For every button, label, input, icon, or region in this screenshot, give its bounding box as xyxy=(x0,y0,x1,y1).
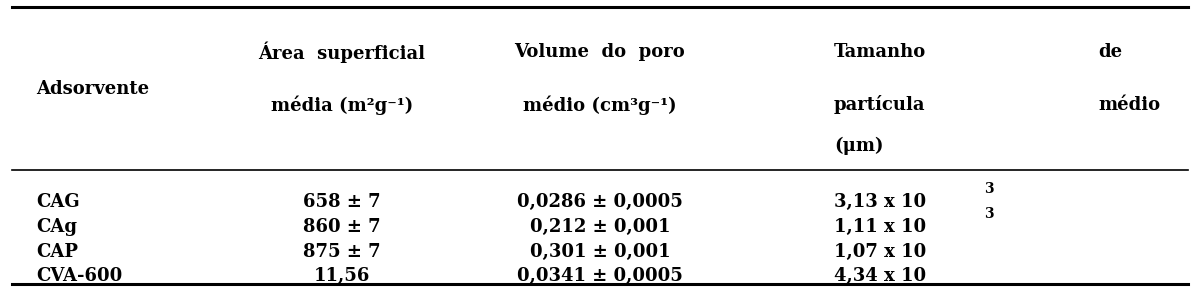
Text: Volume  do  poro: Volume do poro xyxy=(515,43,685,61)
Text: 875 ± 7: 875 ± 7 xyxy=(304,243,380,261)
Text: médio (cm³g⁻¹): médio (cm³g⁻¹) xyxy=(523,95,677,115)
Text: 0,301 ± 0,001: 0,301 ± 0,001 xyxy=(529,243,671,261)
Text: médio: médio xyxy=(1098,96,1160,114)
Text: CAP: CAP xyxy=(36,243,78,261)
Text: 4,34 x 10: 4,34 x 10 xyxy=(834,267,926,285)
Text: 3: 3 xyxy=(984,182,994,196)
Text: de: de xyxy=(1098,43,1122,61)
Text: 0,0341 ± 0,0005: 0,0341 ± 0,0005 xyxy=(517,267,683,285)
Text: 0,0286 ± 0,0005: 0,0286 ± 0,0005 xyxy=(517,193,683,211)
Text: 1,07 x 10: 1,07 x 10 xyxy=(834,243,926,261)
Text: (μm): (μm) xyxy=(834,136,883,155)
Text: 860 ± 7: 860 ± 7 xyxy=(304,218,380,236)
Text: CAG: CAG xyxy=(36,193,79,211)
Text: 1,11 x 10: 1,11 x 10 xyxy=(834,218,926,236)
Text: 11,56: 11,56 xyxy=(314,267,370,285)
Text: CAg: CAg xyxy=(36,218,77,236)
Text: CVA-600: CVA-600 xyxy=(36,267,122,285)
Text: média (m²g⁻¹): média (m²g⁻¹) xyxy=(271,95,413,115)
Text: 658 ± 7: 658 ± 7 xyxy=(304,193,380,211)
Text: Área  superficial: Área superficial xyxy=(258,42,426,63)
Text: Tamanho: Tamanho xyxy=(834,43,926,61)
Text: 3: 3 xyxy=(984,207,994,221)
Text: Adsorvente: Adsorvente xyxy=(36,80,149,98)
Text: partícula: partícula xyxy=(834,95,925,114)
Text: 0,212 ± 0,001: 0,212 ± 0,001 xyxy=(529,218,671,236)
Text: 3,13 x 10: 3,13 x 10 xyxy=(834,193,926,211)
